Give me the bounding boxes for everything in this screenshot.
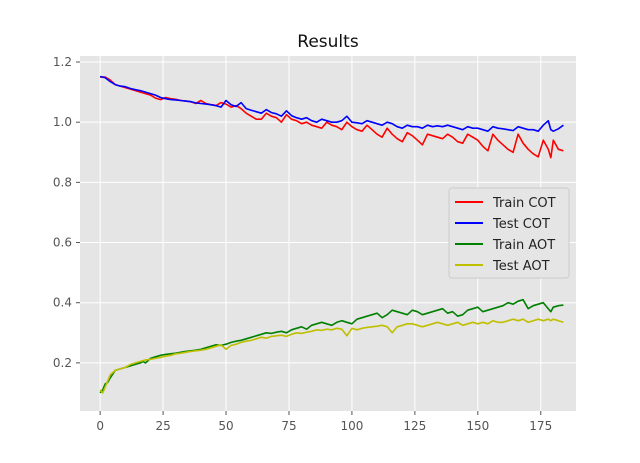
series-line-train-aot [99,298,564,394]
chart-title: Results [297,32,359,52]
y-tick-label: 0.2 [53,356,72,370]
x-tick-label: 25 [155,419,170,433]
legend-label-test-cot: Test COT [492,217,550,232]
x-tick-label: 75 [281,419,296,433]
series-line-test-aot [99,318,564,394]
legend-label-train-aot: Train AOT [492,238,555,253]
series-line-test-cot [99,75,564,132]
x-tick-label: 175 [529,419,552,433]
x-tick-label: 125 [403,419,426,433]
x-tick-label: 50 [218,419,233,433]
legend-box [448,187,570,279]
x-axis-ticks: 0 25 50 75 100 125 150 175 [96,411,552,433]
legend: Train COT Test COT Train AOT Test AOT [448,187,570,279]
y-tick-label: 0.4 [53,296,72,310]
y-tick-label: 0.8 [53,175,72,189]
x-tick-label: 0 [96,419,104,433]
y-tick-label: 1.0 [53,115,72,129]
y-axis-ticks: 0.2 0.4 0.6 0.8 1.0 1.2 [53,55,80,370]
x-tick-label: 150 [466,419,489,433]
legend-label-test-aot: Test AOT [492,259,550,274]
y-tick-label: 1.2 [53,55,72,69]
y-tick-label: 0.6 [53,236,72,250]
legend-label-train-cot: Train COT [492,196,556,211]
series-lines [99,75,564,394]
x-tick-label: 100 [340,419,363,433]
